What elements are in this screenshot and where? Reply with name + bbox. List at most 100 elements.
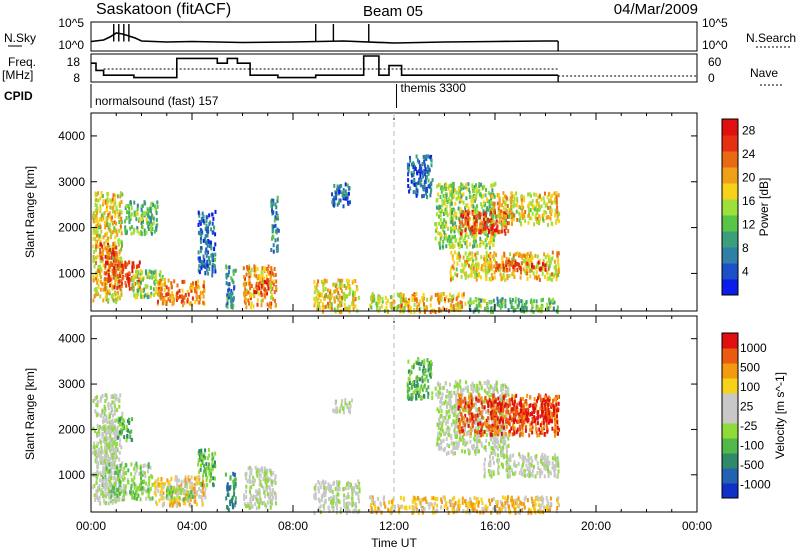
velocity-cell — [344, 486, 347, 491]
power-cell — [553, 191, 556, 196]
power-cell — [464, 212, 467, 217]
power-cell — [469, 251, 471, 256]
power-cell — [538, 219, 541, 224]
power-cell — [484, 213, 487, 218]
power-cell — [99, 204, 102, 209]
velocity-cell — [170, 491, 173, 496]
power-cell — [337, 303, 340, 308]
velocity-cell — [335, 500, 338, 505]
velocity-cell — [545, 495, 548, 500]
power-cell — [102, 263, 105, 268]
velocity-cell — [336, 506, 338, 510]
velocity-cell — [416, 509, 419, 513]
velocity-cell — [271, 498, 273, 503]
velocity-cell — [201, 476, 204, 481]
velocity-cell — [269, 488, 272, 493]
velocity-cell — [510, 498, 513, 503]
power-cell — [425, 174, 428, 179]
power-cell — [479, 230, 482, 235]
power-cell — [481, 240, 484, 244]
power-cell — [449, 270, 452, 275]
velocity-cell — [132, 479, 135, 484]
power-cell — [125, 204, 128, 208]
power-cell — [475, 223, 478, 227]
velocity-cell — [97, 428, 100, 433]
power-cell — [503, 268, 506, 273]
power-cell — [142, 277, 144, 282]
power-cell — [490, 200, 492, 205]
power-cell — [119, 296, 121, 301]
power-cell — [475, 190, 478, 195]
velocity-cell — [103, 446, 106, 450]
power-cell — [249, 286, 252, 291]
power-cell — [206, 259, 209, 264]
velocity-cell — [101, 393, 104, 398]
power-cell — [479, 212, 482, 217]
velocity-cell — [114, 407, 117, 412]
power-cell — [505, 226, 508, 231]
velocity-cell — [99, 450, 102, 454]
power-cell — [209, 241, 212, 246]
power-cell — [474, 210, 477, 214]
power-cell — [322, 306, 324, 311]
power-cell — [113, 285, 116, 290]
velocity-cell — [233, 478, 236, 483]
power-cell — [260, 269, 263, 274]
velocity-cell — [480, 421, 483, 426]
power-cell — [228, 265, 231, 270]
velocity-cell — [189, 484, 192, 489]
velocity-cell — [205, 471, 207, 476]
power-cell — [120, 267, 123, 272]
velocity-cell — [114, 471, 117, 475]
velocity-cell — [147, 484, 150, 489]
velocity-cell — [321, 493, 324, 498]
power-cell — [516, 251, 519, 256]
velocity-cell — [112, 395, 115, 400]
velocity-cell — [205, 462, 208, 467]
velocity-cell — [521, 508, 524, 512]
power-cell — [95, 192, 98, 197]
power-cell — [423, 193, 425, 198]
power-cell — [337, 278, 340, 283]
velocity-cell — [333, 409, 336, 414]
power-cell — [114, 272, 117, 277]
velocity-cell — [108, 420, 111, 425]
power-cell — [130, 212, 133, 217]
velocity-cell — [348, 406, 351, 411]
power-cell — [502, 205, 505, 210]
power-cell — [203, 280, 206, 285]
power-cell — [343, 302, 346, 307]
power-cell — [95, 292, 98, 297]
velocity-cell — [111, 418, 114, 423]
velocity-cell — [538, 496, 541, 501]
power-cell — [506, 274, 509, 278]
power-cell — [107, 225, 110, 230]
velocity-cell — [207, 447, 210, 452]
power-cell — [106, 281, 109, 286]
power-cell — [509, 297, 512, 302]
power-cell — [485, 274, 488, 279]
power-cell — [511, 191, 514, 196]
power-cell — [490, 272, 493, 277]
power-cell — [555, 220, 558, 225]
velocity-cell — [118, 479, 121, 483]
power-cell — [320, 293, 323, 298]
velocity-cell — [180, 491, 183, 496]
velocity-cell — [128, 418, 131, 423]
power-cell — [146, 274, 149, 279]
power-cell — [354, 304, 357, 309]
velocity-cell — [357, 484, 360, 489]
power-cell — [146, 207, 149, 212]
velocity-cell — [461, 449, 464, 454]
velocity-cell — [162, 496, 165, 501]
power-cell — [152, 270, 155, 275]
velocity-cell — [390, 499, 393, 504]
velocity-cell — [117, 397, 120, 402]
power-cell — [429, 155, 432, 160]
power-cell — [334, 190, 337, 195]
power-cell — [379, 306, 382, 311]
power-cell — [531, 204, 534, 209]
power-cell — [524, 271, 527, 276]
velocity-cell — [458, 507, 461, 512]
velocity-cell — [346, 482, 348, 487]
